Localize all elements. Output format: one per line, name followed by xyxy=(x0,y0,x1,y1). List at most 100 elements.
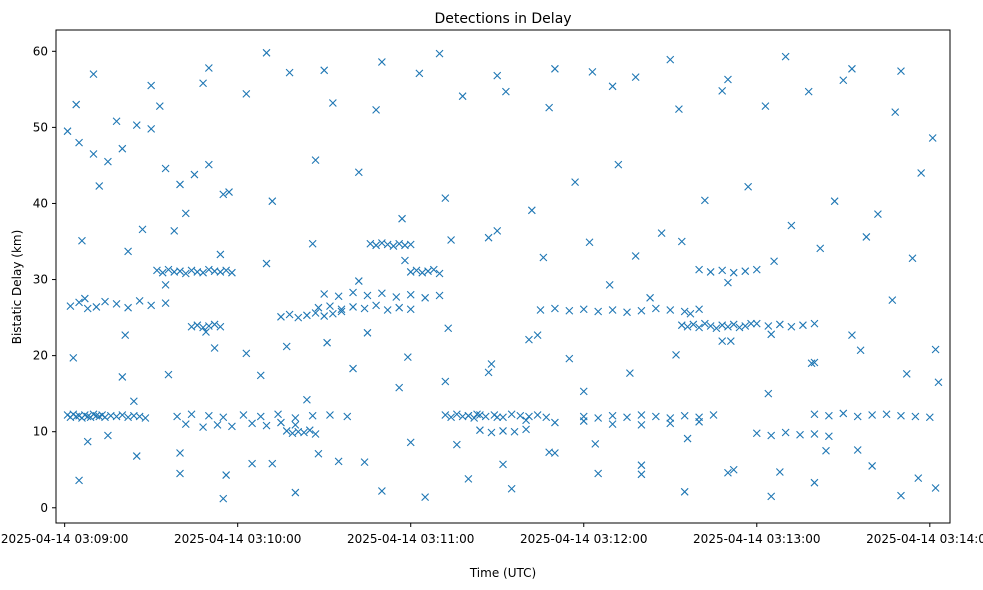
x-tick-label: 2025-04-14 03:09:00 xyxy=(1,532,128,546)
data-point xyxy=(176,180,184,189)
x-tick-label: 2025-04-14 03:14:00 xyxy=(866,532,983,546)
data-point xyxy=(222,471,231,479)
data-point xyxy=(729,320,738,329)
data-point xyxy=(83,437,92,446)
data-point xyxy=(202,328,210,336)
data-point xyxy=(314,449,323,458)
data-point xyxy=(747,319,755,328)
data-point xyxy=(360,304,369,313)
data-point xyxy=(680,487,689,496)
data-point xyxy=(305,426,314,435)
data-point xyxy=(781,52,790,61)
data-point xyxy=(579,412,588,421)
data-point xyxy=(248,419,256,428)
data-point xyxy=(176,469,184,478)
data-point xyxy=(164,265,173,274)
data-point xyxy=(187,266,196,275)
data-point xyxy=(118,411,127,419)
data-point xyxy=(101,413,109,422)
data-point xyxy=(401,256,409,265)
data-point xyxy=(787,322,796,331)
data-point xyxy=(608,420,617,428)
data-point xyxy=(729,465,738,474)
data-point xyxy=(285,310,294,319)
data-point xyxy=(767,330,776,339)
data-point xyxy=(199,323,207,332)
data-point xyxy=(349,364,357,373)
y-axis: 0 10 20 30 40 50 60 xyxy=(33,44,56,515)
data-point xyxy=(447,236,455,244)
data-point xyxy=(323,338,331,347)
data-point xyxy=(262,48,271,57)
data-point xyxy=(291,488,300,497)
data-point xyxy=(435,49,444,58)
data-point xyxy=(764,322,773,330)
data-point xyxy=(897,491,905,500)
data-point xyxy=(406,290,415,299)
data-point xyxy=(631,252,640,260)
data-point xyxy=(132,452,141,460)
data-point xyxy=(363,291,372,300)
data-point xyxy=(545,448,554,457)
data-point xyxy=(781,428,790,437)
data-point xyxy=(787,221,796,230)
data-point xyxy=(262,259,271,268)
data-point xyxy=(724,468,732,477)
data-point xyxy=(862,233,871,241)
data-point xyxy=(695,265,703,274)
data-point xyxy=(377,487,386,495)
data-point xyxy=(291,414,300,422)
data-point xyxy=(161,164,170,173)
data-point xyxy=(326,411,334,419)
data-point xyxy=(213,420,222,429)
data-point xyxy=(824,432,833,441)
data-point xyxy=(476,426,484,435)
data-point xyxy=(579,387,588,396)
data-point xyxy=(277,312,285,321)
data-point xyxy=(683,434,692,443)
data-point xyxy=(571,178,579,187)
data-point xyxy=(487,428,496,437)
data-point xyxy=(626,369,634,378)
data-point xyxy=(158,268,167,277)
data-point xyxy=(735,323,744,332)
data-point xyxy=(383,306,392,314)
data-point xyxy=(464,411,473,420)
data-point xyxy=(372,105,380,114)
data-point xyxy=(545,103,554,112)
data-point xyxy=(839,409,848,418)
data-point xyxy=(452,410,461,419)
data-point xyxy=(187,322,196,331)
data-point xyxy=(804,87,813,96)
x-axis: 2025-04-14 03:09:00 2025-04-14 03:10:00 20… xyxy=(1,523,983,546)
data-point xyxy=(775,320,784,329)
data-point xyxy=(190,170,199,179)
y-tick-label: 60 xyxy=(33,44,48,58)
y-tick-label: 10 xyxy=(33,425,48,439)
data-point xyxy=(406,240,415,249)
data-point xyxy=(155,102,164,110)
data-point xyxy=(882,410,891,419)
data-point xyxy=(911,412,920,421)
data-point xyxy=(799,321,807,330)
data-point xyxy=(510,427,519,436)
data-point xyxy=(767,492,776,501)
data-point xyxy=(363,328,372,337)
data-point xyxy=(444,324,453,333)
data-point xyxy=(415,69,424,78)
data-point xyxy=(565,306,574,315)
data-point xyxy=(328,99,337,107)
x-tick-label: 2025-04-14 03:10:00 xyxy=(174,532,301,546)
data-point xyxy=(181,420,190,428)
data-point xyxy=(219,413,228,422)
data-point xyxy=(476,411,484,419)
data-point xyxy=(657,229,666,238)
data-point xyxy=(897,67,905,75)
data-point xyxy=(72,100,81,109)
y-tick-label: 30 xyxy=(33,273,48,287)
data-point xyxy=(204,322,213,330)
data-point xyxy=(614,160,623,169)
data-point xyxy=(418,268,427,277)
data-point xyxy=(228,268,236,277)
data-point xyxy=(66,302,75,311)
